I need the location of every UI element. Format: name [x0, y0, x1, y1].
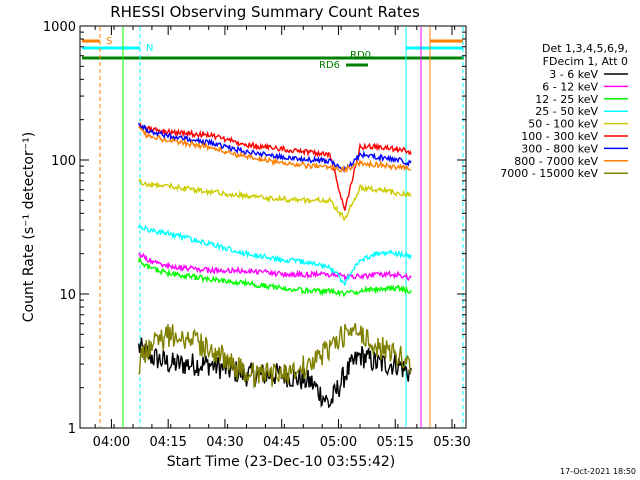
- legend-header: FDecim 1, Att 0: [543, 55, 628, 68]
- annotation-label: S: [106, 36, 112, 47]
- annotation-label: N: [146, 43, 153, 54]
- series-line: [138, 224, 412, 286]
- x-tick-label: 05:30: [433, 435, 470, 450]
- chart-title: RHESSI Observing Summary Count Rates: [110, 3, 420, 21]
- legend-label: 12 - 25 keV: [535, 93, 598, 106]
- x-tick-label: 05:15: [376, 435, 413, 450]
- legend-label: 7000 - 15000 keV: [500, 167, 598, 180]
- series-line: [138, 337, 412, 409]
- plot-frame: [79, 25, 467, 429]
- x-tick-label: 04:00: [93, 435, 130, 450]
- legend-header: Det 1,3,4,5,6,9,: [542, 42, 628, 55]
- legend-label: 25 - 50 keV: [535, 105, 598, 118]
- series-line: [138, 251, 412, 282]
- legend-label: 800 - 7000 keV: [514, 155, 598, 168]
- series-line: [138, 323, 412, 390]
- legend-label: 50 - 100 keV: [528, 118, 598, 131]
- x-tick-label: 04:30: [206, 435, 243, 450]
- y-tick-label: 100: [51, 154, 76, 169]
- annotation-label: RD6: [319, 60, 340, 71]
- series-line: [138, 125, 412, 174]
- y-axis: 1 10 100 1000: [43, 20, 466, 437]
- y-tick-label: 1: [68, 422, 76, 437]
- y-tick-label: 1000: [43, 20, 76, 35]
- legend-label: 100 - 300 keV: [521, 130, 598, 143]
- annotation-layer: S N RD0 RD6: [82, 27, 464, 427]
- y-tick-label: 10: [59, 288, 76, 303]
- legend-label: 3 - 6 keV: [549, 68, 598, 81]
- series-line: [138, 178, 412, 222]
- x-tick-label: 04:15: [149, 435, 186, 450]
- y-axis-label: Count Rate (s⁻¹ detector⁻¹): [21, 132, 37, 322]
- annotation-label: RD0: [350, 50, 371, 61]
- legend-label: 6 - 12 keV: [542, 80, 598, 93]
- x-tick-label: 05:00: [320, 435, 357, 450]
- series-line: [138, 121, 412, 211]
- x-axis: 04:00 04:15 04:30 04:45 05:00 05:15 05:30: [93, 26, 471, 450]
- footer-timestamp: 17-Oct-2021 18:50: [560, 467, 636, 476]
- x-tick-label: 04:45: [263, 435, 300, 450]
- series-line: [138, 257, 412, 298]
- legend: Det 1,3,4,5,6,9,FDecim 1, Att 03 - 6 keV…: [500, 42, 628, 180]
- x-axis-label: Start Time (23-Dec-10 03:55:42): [167, 454, 395, 470]
- legend-label: 300 - 800 keV: [521, 142, 598, 155]
- series-line: [138, 122, 412, 174]
- series-layer: [138, 121, 412, 409]
